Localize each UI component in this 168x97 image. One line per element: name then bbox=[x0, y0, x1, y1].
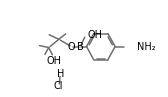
Text: NH₂: NH₂ bbox=[137, 42, 155, 52]
Text: Cl: Cl bbox=[53, 81, 63, 91]
Text: OH: OH bbox=[46, 56, 61, 66]
Text: H: H bbox=[57, 69, 64, 79]
Text: O: O bbox=[68, 42, 75, 52]
Text: B: B bbox=[77, 42, 83, 52]
Text: OH: OH bbox=[88, 30, 103, 40]
